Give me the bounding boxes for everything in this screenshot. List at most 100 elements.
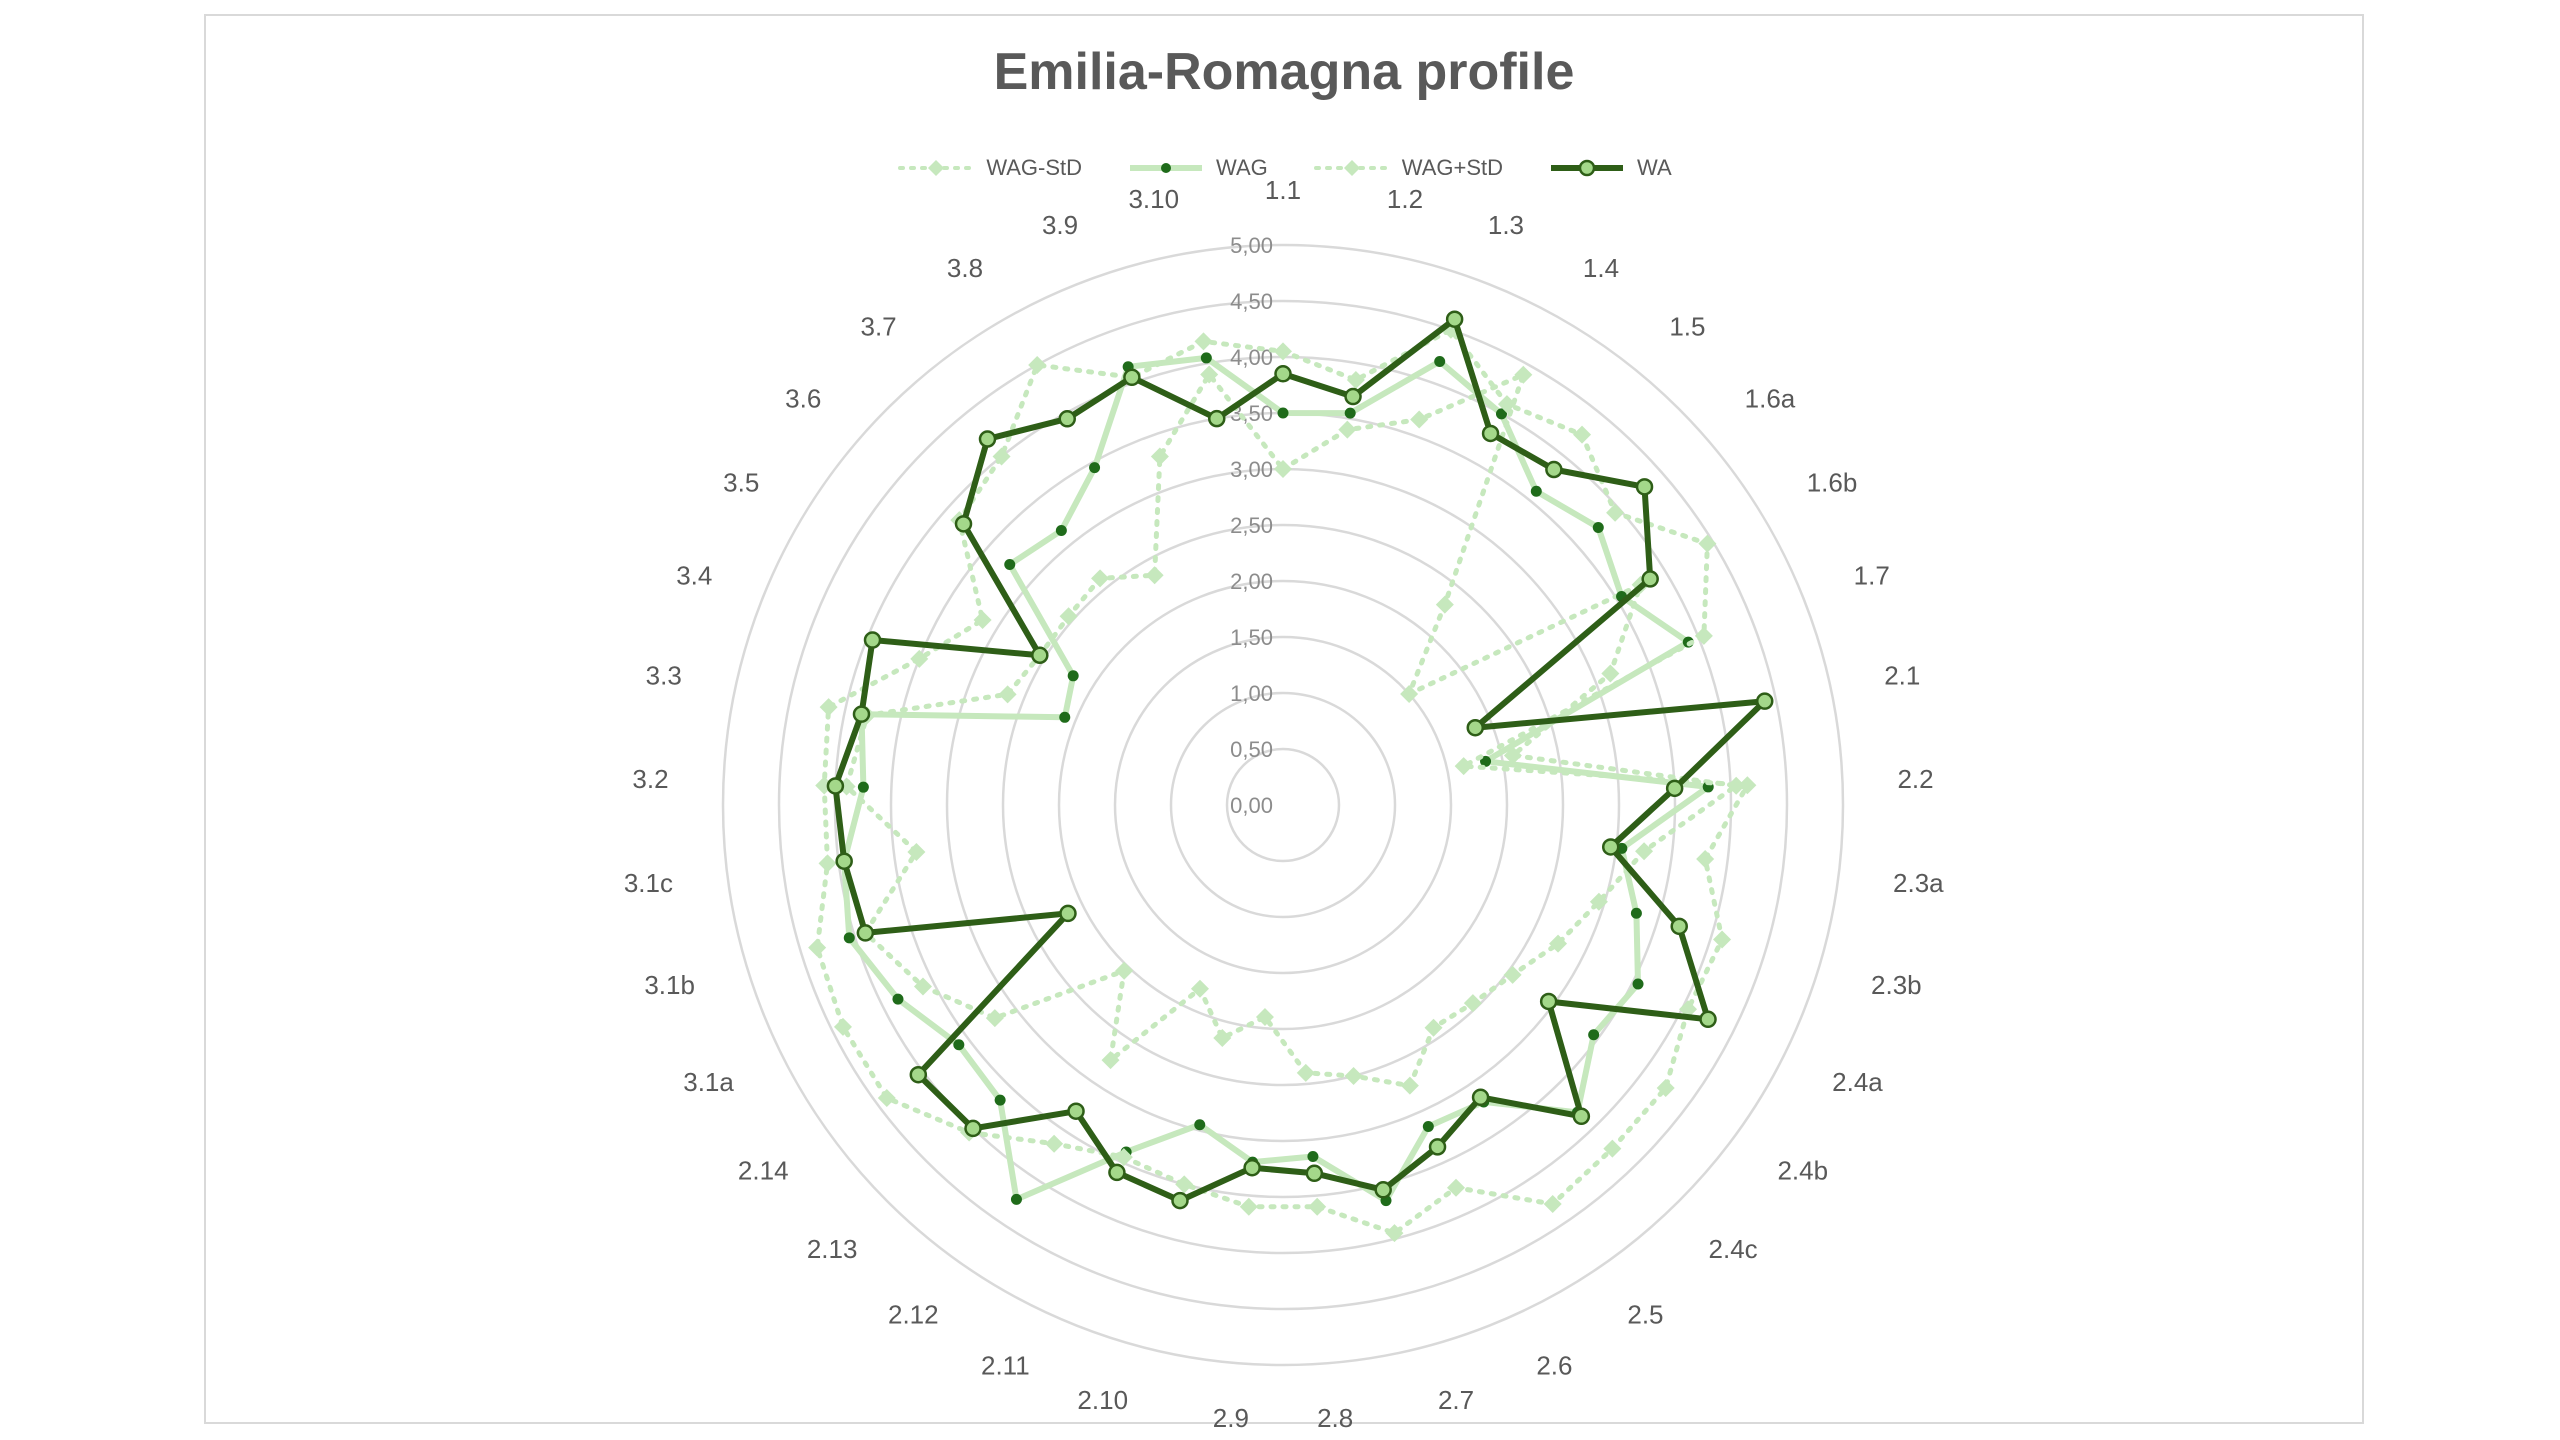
data-point (1713, 930, 1732, 949)
category-label: 1.3 (1488, 210, 1524, 240)
data-point (1573, 425, 1592, 444)
category-label: 1.6b (1807, 468, 1858, 498)
category-label: 3.8 (947, 253, 983, 283)
series-wa (826, 310, 1774, 1210)
data-point (1454, 757, 1473, 776)
data-point (1200, 352, 1212, 364)
data-point (852, 705, 871, 723)
data-point (973, 611, 992, 630)
data-point (1145, 566, 1164, 585)
data-point (1067, 670, 1079, 682)
data-point (1410, 410, 1429, 429)
data-point (1385, 1224, 1404, 1243)
data-point (1434, 355, 1446, 367)
category-label: 2.9 (1213, 1403, 1249, 1433)
data-point (818, 854, 837, 873)
data-point (1480, 755, 1492, 767)
data-point (1606, 503, 1625, 522)
data-point (1543, 1195, 1562, 1214)
data-point (1150, 447, 1169, 466)
grid-ring (721, 243, 1845, 1367)
radial-tick-label: 3,00 (1230, 457, 1273, 482)
data-point (1296, 1063, 1315, 1082)
category-label: 3.10 (1128, 184, 1179, 214)
data-point (1200, 365, 1219, 384)
grid-ring (777, 299, 1789, 1311)
radial-tick-label: 1,00 (1230, 681, 1273, 706)
category-label: 3.1b (644, 970, 695, 1000)
data-point (1635, 842, 1654, 861)
data-point (985, 1009, 1004, 1028)
category-label: 2.3b (1871, 970, 1922, 1000)
data-point (1028, 356, 1047, 375)
data-point (1307, 1151, 1319, 1163)
data-point (1497, 395, 1516, 414)
data-point (1635, 478, 1654, 496)
data-point (892, 993, 904, 1005)
series-line-wag (841, 354, 1712, 1204)
data-point (1471, 1088, 1490, 1107)
chart-title: Emilia-Romagna profile (993, 43, 1575, 101)
data-point (1194, 332, 1213, 351)
data-point (1004, 559, 1016, 571)
data-point (1694, 626, 1713, 645)
category-label: 2.3a (1893, 868, 1944, 898)
data-point (1422, 1120, 1434, 1132)
category-label: 2.12 (888, 1300, 939, 1330)
radial-tick-label: 2,00 (1230, 569, 1273, 594)
category-label: 2.11 (981, 1350, 1030, 1380)
data-point (910, 649, 929, 668)
legend-item-wa: WA (1547, 155, 1672, 181)
grid-ring (1225, 747, 1341, 863)
radial-tick-label: 5,00 (1230, 233, 1273, 258)
data-point (1010, 1193, 1022, 1205)
data-point (1592, 522, 1604, 534)
legend-label: WAG-StD (986, 155, 1083, 180)
data-point (1059, 711, 1071, 723)
data-point (1514, 365, 1533, 384)
legend-item-wag-std: WAG+StD (1312, 155, 1503, 181)
series-wag (838, 352, 1714, 1207)
data-point (1572, 1107, 1591, 1126)
data-point (1696, 850, 1715, 869)
category-label: 2.4a (1832, 1067, 1883, 1097)
data-point (1213, 1029, 1232, 1048)
data-point (1670, 917, 1688, 936)
data-point (863, 631, 882, 649)
category-label: 3.4 (676, 561, 712, 591)
data-point (1428, 1138, 1447, 1156)
chart-area: Emilia-Romagna profile WAG-StD WAG WAG+StD… (204, 14, 2364, 1424)
data-point (1089, 462, 1101, 474)
data-point (1175, 1175, 1194, 1194)
category-label: 2.1 (1884, 660, 1920, 690)
data-point (1067, 1102, 1085, 1120)
data-point (1274, 365, 1292, 383)
data-point (1194, 1119, 1206, 1131)
data-point (1344, 1066, 1363, 1085)
legend-label: WAG+StD (1401, 155, 1504, 180)
data-point (953, 1039, 965, 1051)
category-label: 2.13 (807, 1234, 858, 1264)
radial-tick-label: 0,00 (1230, 793, 1273, 818)
grid-ring (1113, 635, 1453, 975)
category-label: 1.4 (1583, 253, 1619, 283)
data-point (1305, 1164, 1324, 1183)
category-label: 2.4b (1777, 1156, 1828, 1186)
data-point (1601, 838, 1620, 856)
category-label: 2.6 (1536, 1350, 1572, 1380)
data-point (1059, 607, 1078, 626)
data-point (1603, 1139, 1622, 1158)
data-point (1463, 994, 1482, 1013)
grid-ring (833, 355, 1733, 1255)
category-label: 2.7 (1438, 1385, 1474, 1415)
data-point (1108, 1163, 1126, 1182)
data-point (1589, 892, 1608, 911)
category-label: 3.3 (646, 660, 682, 690)
grid-ring (1001, 523, 1565, 1087)
data-point (1446, 1178, 1465, 1197)
data-point (1699, 1010, 1717, 1029)
category-label: 2.4c (1709, 1234, 1758, 1264)
data-point (1277, 407, 1289, 419)
data-point (1445, 310, 1464, 328)
category-label: 3.1c (624, 868, 673, 898)
